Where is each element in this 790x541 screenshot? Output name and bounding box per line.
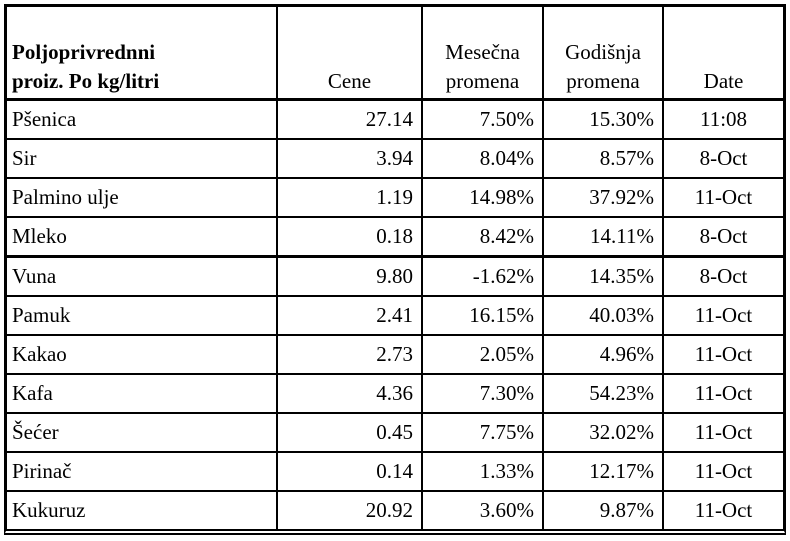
product-cell: Mleko — [7, 216, 278, 258]
price-cell: 0.14 — [276, 451, 423, 492]
price-cell: 2.73 — [276, 334, 423, 375]
price-cell: 0.18 — [276, 216, 423, 258]
product-cell: Kukuruz — [7, 490, 278, 529]
yearly-change-cell: 4.96% — [542, 334, 664, 375]
product-cell: Pamuk — [7, 295, 278, 336]
table-row: Kakao 2.73 2.05% 4.96% 11-Oct — [7, 334, 783, 375]
table-row: Vuna 9.80 -1.62% 14.35% 8-Oct — [7, 255, 783, 297]
price-cell: 0.45 — [276, 412, 423, 453]
price-cell: 2.41 — [276, 295, 423, 336]
product-cell: Pšenica — [7, 98, 278, 140]
monthly-change-cell: 1.33% — [421, 451, 544, 492]
price-cell: 4.36 — [276, 373, 423, 414]
yearly-change-cell: 54.23% — [542, 373, 664, 414]
monthly-change-cell: 3.60% — [421, 490, 544, 529]
commodity-price-table: Poljoprivrednni proiz. Po kg/litri Cene … — [7, 7, 783, 529]
monthly-change-cell: 7.75% — [421, 412, 544, 453]
price-cell: 1.19 — [276, 177, 423, 218]
column-header-price: Cene — [276, 7, 423, 101]
monthly-change-cell: 14.98% — [421, 177, 544, 218]
product-cell: Sir — [7, 138, 278, 179]
date-cell: 11:08 — [662, 98, 783, 140]
yearly-change-cell: 12.17% — [542, 451, 664, 492]
product-cell: Kakao — [7, 334, 278, 375]
date-cell: 11-Oct — [662, 295, 783, 336]
monthly-change-cell: 7.50% — [421, 98, 544, 140]
date-cell: 11-Oct — [662, 334, 783, 375]
date-cell: 11-Oct — [662, 177, 783, 218]
commodity-price-table-frame: Poljoprivrednni proiz. Po kg/litri Cene … — [4, 4, 786, 535]
header-row: Poljoprivrednni proiz. Po kg/litri Cene … — [7, 7, 783, 101]
date-cell: 11-Oct — [662, 412, 783, 453]
yearly-change-cell: 8.57% — [542, 138, 664, 179]
date-cell: 11-Oct — [662, 490, 783, 529]
table-row: Kafa 4.36 7.30% 54.23% 11-Oct — [7, 373, 783, 414]
date-cell: 11-Oct — [662, 373, 783, 414]
table-row: Mleko 0.18 8.42% 14.11% 8-Oct — [7, 216, 783, 258]
date-cell: 11-Oct — [662, 451, 783, 492]
table-row: Palmino ulje 1.19 14.98% 37.92% 11-Oct — [7, 177, 783, 218]
price-cell: 9.80 — [276, 255, 423, 297]
table-row: Kukuruz 20.92 3.60% 9.87% 11-Oct — [7, 490, 783, 529]
column-header-product: Poljoprivrednni proiz. Po kg/litri — [7, 7, 278, 101]
product-cell: Vuna — [7, 255, 278, 297]
table-row: Pirinač 0.14 1.33% 12.17% 11-Oct — [7, 451, 783, 492]
monthly-change-cell: 8.04% — [421, 138, 544, 179]
yearly-change-cell: 37.92% — [542, 177, 664, 218]
monthly-change-cell: -1.62% — [421, 255, 544, 297]
monthly-change-cell: 16.15% — [421, 295, 544, 336]
price-cell: 20.92 — [276, 490, 423, 529]
product-cell: Pirinač — [7, 451, 278, 492]
product-cell: Kafa — [7, 373, 278, 414]
product-cell: Palmino ulje — [7, 177, 278, 218]
date-cell: 8-Oct — [662, 216, 783, 258]
yearly-change-cell: 40.03% — [542, 295, 664, 336]
column-header-product-line1: Poljoprivrednni — [12, 40, 156, 65]
date-cell: 8-Oct — [662, 138, 783, 179]
yearly-change-cell: 14.35% — [542, 255, 664, 297]
column-header-monthly-line2: promena — [445, 68, 520, 93]
column-header-yearly-change: Godišnja promena — [542, 7, 664, 101]
column-header-yearly-line1: Godišnja — [565, 40, 641, 65]
monthly-change-cell: 7.30% — [421, 373, 544, 414]
column-header-monthly-line1: Mesečna — [445, 40, 520, 65]
yearly-change-cell: 32.02% — [542, 412, 664, 453]
yearly-change-cell: 15.30% — [542, 98, 664, 140]
table-row: Pamuk 2.41 16.15% 40.03% 11-Oct — [7, 295, 783, 336]
monthly-change-cell: 2.05% — [421, 334, 544, 375]
product-cell: Šećer — [7, 412, 278, 453]
column-header-yearly-line2: promena — [566, 68, 640, 93]
date-cell: 8-Oct — [662, 255, 783, 297]
price-cell: 27.14 — [276, 98, 423, 140]
yearly-change-cell: 14.11% — [542, 216, 664, 258]
monthly-change-cell: 8.42% — [421, 216, 544, 258]
column-header-date: Date — [662, 7, 783, 101]
yearly-change-cell: 9.87% — [542, 490, 664, 529]
price-cell: 3.94 — [276, 138, 423, 179]
table-row: Sir 3.94 8.04% 8.57% 8-Oct — [7, 138, 783, 179]
column-header-product-line2: proiz. Po kg/litri — [12, 68, 160, 93]
column-header-monthly-change: Mesečna promena — [421, 7, 544, 101]
table-row: Pšenica 27.14 7.50% 15.30% 11:08 — [7, 98, 783, 140]
table-row: Šećer 0.45 7.75% 32.02% 11-Oct — [7, 412, 783, 453]
